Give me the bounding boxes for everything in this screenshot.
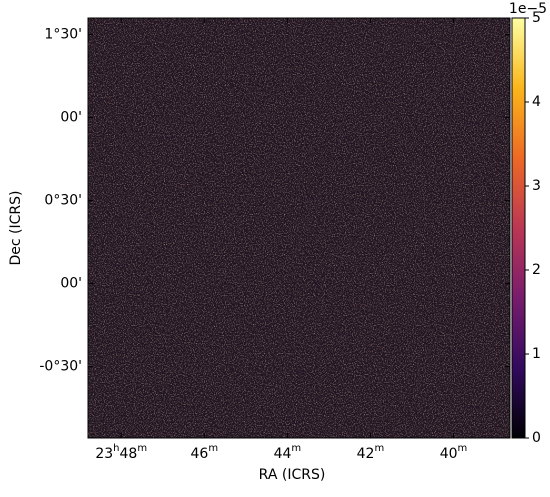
colorbar-tick-label: 1 bbox=[532, 346, 541, 362]
y-axis-label: Dec (ICRS) bbox=[8, 191, 24, 266]
y-tick-label: 00' bbox=[60, 276, 82, 292]
x-tick-label: 46m bbox=[191, 443, 219, 462]
y-tick-label: 0°30' bbox=[44, 193, 82, 209]
x-tick-label: 40m bbox=[440, 443, 468, 462]
x-tick-label: 44m bbox=[274, 443, 302, 462]
y-tick-label: 1°30' bbox=[44, 27, 82, 43]
axes-frame bbox=[87, 17, 511, 439]
colorbar-tick-label: 3 bbox=[532, 178, 541, 194]
x-tick-label: 23h48m bbox=[95, 443, 147, 462]
colorbar-tick-label: 2 bbox=[532, 262, 541, 278]
colorbar bbox=[511, 17, 526, 439]
y-tick-label: -0°30' bbox=[39, 359, 82, 375]
colorbar-label: 1e−5 bbox=[509, 1, 547, 17]
x-tick-label: 42m bbox=[357, 443, 385, 462]
colorbar-tick-label: 0 bbox=[532, 430, 541, 446]
colorbar-tick-label: 5 bbox=[532, 10, 541, 26]
y-tick-label: 00' bbox=[60, 110, 82, 126]
x-axis-label: RA (ICRS) bbox=[259, 467, 326, 483]
image-noise bbox=[88, 18, 510, 438]
colorbar-tick-label: 4 bbox=[532, 94, 541, 110]
